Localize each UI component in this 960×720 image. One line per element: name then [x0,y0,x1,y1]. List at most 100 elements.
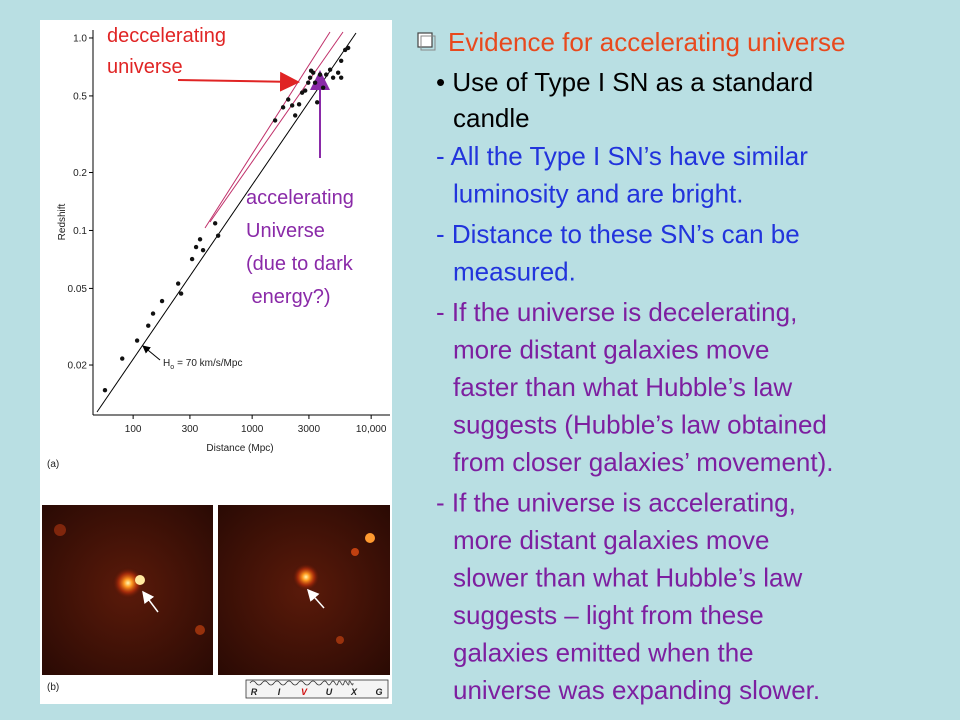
data-point [306,80,311,85]
bullet-line: • Use of Type I SN as a standard [436,67,813,97]
data-point [289,103,295,108]
data-point [323,72,329,77]
filter-band: R [251,687,258,697]
data-point [178,291,184,296]
data-point [189,256,195,262]
filter-band: G [375,687,382,697]
item-line: luminosity and are bright. [453,179,743,209]
data-point [327,67,333,72]
item-line: - If the universe is accelerating, [436,488,796,518]
item-line: - All the Type I SN’s have similar [436,141,808,171]
fit-line [204,31,331,229]
arrow [307,588,325,609]
data-point [102,387,108,393]
data-point [146,323,151,328]
data-point [317,72,323,77]
bullet-line: candle [453,103,530,133]
item-line: slower than what Hubble’s law [453,563,802,593]
checkbox-shadow [420,35,436,51]
data-point [338,58,344,64]
data-point [159,298,165,304]
item-line: from closer galaxies’ movement). [453,447,834,477]
annotation: energy?) [246,286,331,308]
arrow [177,71,300,92]
y-tick-label: 0.5 [73,91,87,102]
data-point [272,118,278,123]
x-tick-label: 3000 [298,424,321,435]
filter-band: X [350,687,358,697]
data-point [345,45,351,51]
data-point [197,237,203,242]
item-line: measured. [453,257,576,287]
data-point [215,233,221,238]
data-point [308,68,314,73]
x-axis-label: Distance (Mpc) [206,443,273,454]
hubble-text: = 70 km/s/Mpc [177,358,242,369]
data-point [286,97,291,102]
filter-band: U [326,687,333,697]
arrow [142,590,159,613]
item-line: faster than what Hubble’s law [453,372,792,402]
galaxy [112,567,144,599]
item-line: more distant galaxies move [453,525,769,555]
data-point [212,221,218,226]
slide-text: Evidence for accelerating universe • Use … [436,27,845,705]
data-point [314,100,320,105]
data-point [150,311,156,316]
y-axis-label: Redshift [57,203,68,240]
fit-line [96,32,357,413]
data-point [200,247,206,253]
y-tick-label: 0.05 [68,284,88,295]
data-point [120,356,125,361]
data-point [302,88,308,93]
galaxy [195,625,205,635]
data-point [193,244,199,250]
y-tick-label: 1.0 [73,33,87,44]
fit-line [209,31,344,223]
data-point [175,281,181,286]
panel-label: (b) [47,682,59,693]
galaxy [351,548,359,556]
figure: 1.0 0.5 0.2 0.1 0.05 0.02 100 300 1000 3000 10,000… [40,20,392,704]
hubble-subscript: o [170,364,174,371]
y-tick-label: 0.2 [73,168,87,179]
item-line: suggests – light from these [453,600,764,630]
item-line: galaxies emitted when the [453,638,754,668]
panel-label: (a) [47,459,59,470]
annotation: deccelerating [107,25,226,47]
hubble-symbol: H [163,358,170,369]
galaxy [292,563,320,591]
x-tick-label: 100 [125,424,142,435]
supernova [135,575,145,585]
data-point [335,70,341,75]
item-line: - If the universe is decelerating, [436,297,797,327]
data-point [296,102,302,107]
annotation: (due to dark [246,253,354,275]
item-line: - Distance to these SN’s can be [436,219,800,249]
hubble-label: Ho = 70 km/s/Mpc [163,358,242,371]
data-point [134,338,140,343]
galaxy [336,636,344,644]
x-tick-label: 300 [182,424,199,435]
galaxy [365,533,375,543]
galaxy [54,524,66,536]
arrow [142,345,161,361]
checkbox-bullet [417,32,433,48]
item-line: universe was expanding slower. [453,675,820,705]
annotation: universe [107,56,183,78]
annotation: accelerating [246,187,354,209]
x-tick-label: 10,000 [356,424,387,435]
data-point [330,75,336,80]
x-tick-label: 1000 [241,424,264,435]
data-point [320,85,326,90]
filter-band: V [301,687,308,697]
y-tick-label: 0.02 [68,361,88,372]
data-point [307,75,313,80]
heading: Evidence for accelerating universe [448,27,845,57]
filter-band: I [278,687,281,697]
item-line: suggests (Hubble’s law obtained [453,410,827,440]
wave [249,680,354,686]
data-point [338,75,344,80]
